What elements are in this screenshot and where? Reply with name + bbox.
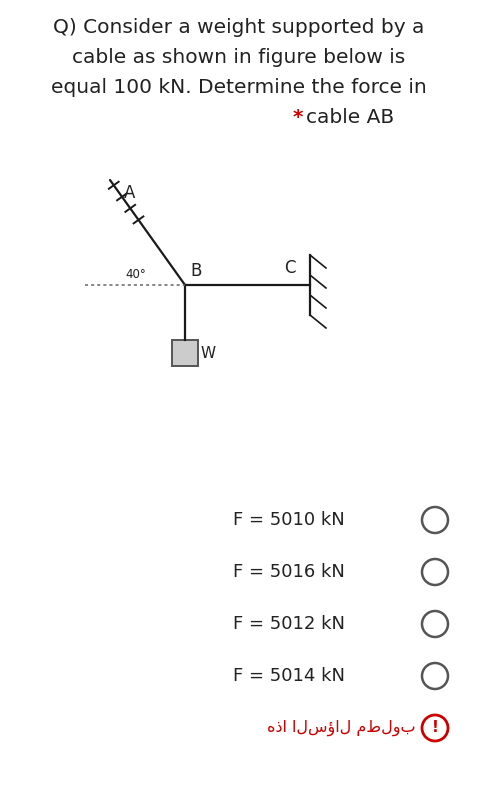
Text: هذا السؤال مطلوب: هذا السؤال مطلوب bbox=[267, 720, 416, 736]
Text: F = 5012 kN: F = 5012 kN bbox=[233, 615, 345, 633]
Text: 40°: 40° bbox=[125, 268, 146, 281]
Text: B: B bbox=[190, 262, 201, 280]
Text: F = 5010 kN: F = 5010 kN bbox=[233, 511, 345, 529]
Text: A: A bbox=[124, 184, 136, 202]
Text: cable as shown in figure below is: cable as shown in figure below is bbox=[72, 48, 406, 67]
Text: Q) Consider a weight supported by a: Q) Consider a weight supported by a bbox=[53, 18, 425, 37]
Text: *: * bbox=[293, 108, 303, 127]
Text: F = 5016 kN: F = 5016 kN bbox=[233, 563, 345, 581]
Bar bbox=[172, 340, 198, 366]
Text: C: C bbox=[284, 259, 296, 277]
Text: cable AB: cable AB bbox=[306, 108, 394, 127]
Text: equal 100 kN. Determine the force in: equal 100 kN. Determine the force in bbox=[51, 78, 427, 97]
Text: !: ! bbox=[432, 721, 438, 735]
Text: W: W bbox=[201, 346, 216, 361]
Text: F = 5014 kN: F = 5014 kN bbox=[233, 667, 345, 685]
